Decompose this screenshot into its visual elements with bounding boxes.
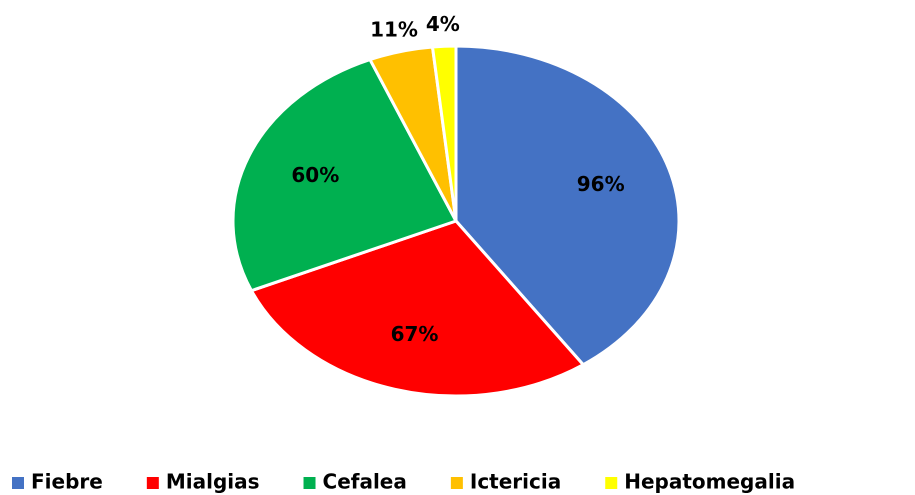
legend-swatch — [450, 477, 463, 489]
legend-label: Cefalea — [323, 470, 407, 494]
legend-label: Mialgias — [166, 470, 260, 494]
data-label: 4% — [426, 12, 460, 36]
pie-slice — [454, 44, 681, 367]
legend-swatch — [12, 477, 24, 489]
pie-slice — [249, 219, 586, 398]
data-label: 60% — [291, 163, 339, 187]
data-label: 67% — [391, 322, 439, 346]
legend-swatch — [303, 477, 316, 489]
pie-slice — [430, 44, 458, 222]
data-label: 96% — [577, 172, 625, 196]
data-label: 11% — [370, 18, 418, 42]
legend-label: Ictericia — [470, 470, 561, 494]
legend-label: Hepatomegalia — [624, 470, 795, 494]
legend-swatch — [146, 477, 159, 489]
legend-label: Fiebre — [31, 470, 103, 494]
legend-swatch — [605, 477, 618, 489]
